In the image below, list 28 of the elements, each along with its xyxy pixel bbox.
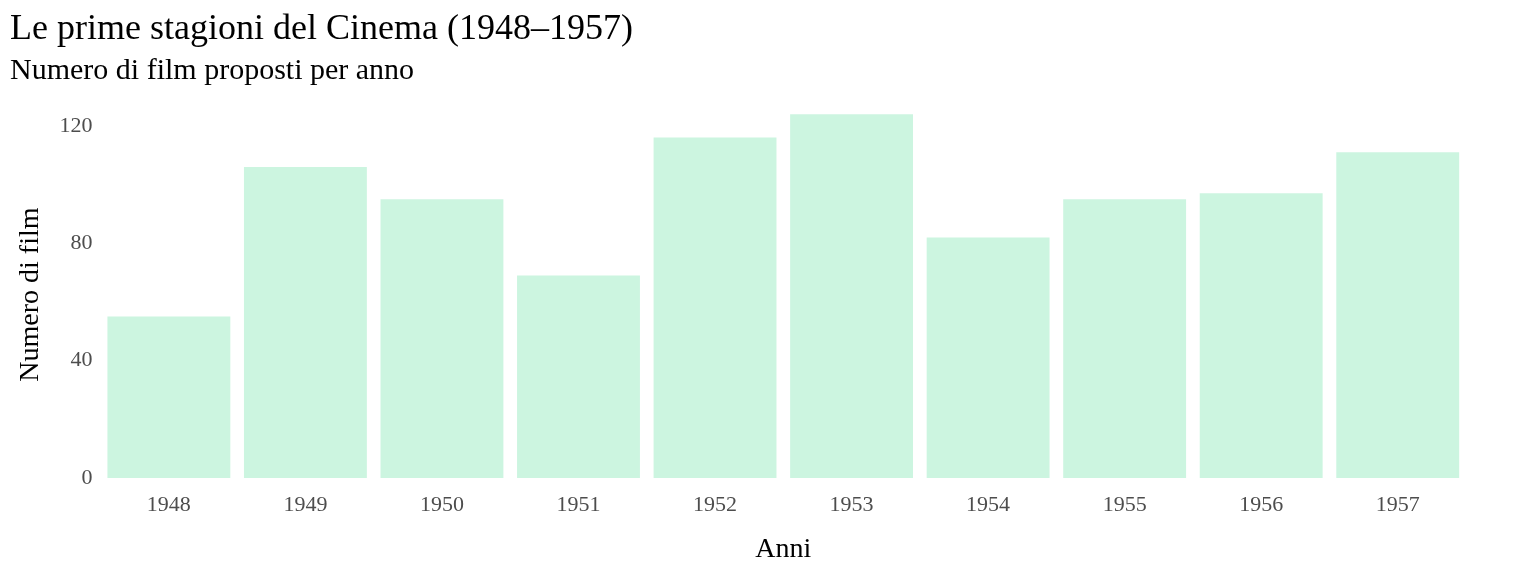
y-axis-title: Numero di film [13, 207, 45, 382]
x-tick-label: 1950 [419, 490, 464, 516]
x-tick-label: 1956 [1239, 490, 1284, 516]
x-tick-label: 1954 [966, 490, 1011, 516]
bar [790, 114, 914, 478]
x-tick-label: 1955 [1102, 490, 1147, 516]
x-tick-label: 1953 [829, 490, 874, 516]
bar [107, 316, 231, 478]
bar [926, 237, 1050, 478]
y-tick-label: 120 [59, 111, 93, 137]
bar [517, 275, 640, 478]
chart-subtitle: Numero di film proposti per anno [10, 52, 415, 86]
x-tick-label: 1957 [1375, 490, 1420, 516]
y-tick-label: 80 [70, 229, 93, 255]
bar [243, 166, 367, 478]
bar [653, 137, 777, 478]
x-tick-label: 1948 [146, 490, 191, 516]
x-tick-label: 1952 [693, 490, 738, 516]
chart-title: Le prime stagioni del Cinema (1948–1957) [10, 7, 633, 48]
x-tick-label: 1949 [283, 490, 328, 516]
y-tick-label: 40 [70, 346, 93, 372]
bar [1063, 199, 1187, 478]
bar [380, 199, 504, 478]
y-tick-label: 0 [81, 463, 93, 489]
x-tick-label: 1951 [556, 490, 601, 516]
bar [1199, 193, 1323, 478]
x-axis-title: Anni [755, 531, 812, 563]
bar [1336, 152, 1460, 478]
